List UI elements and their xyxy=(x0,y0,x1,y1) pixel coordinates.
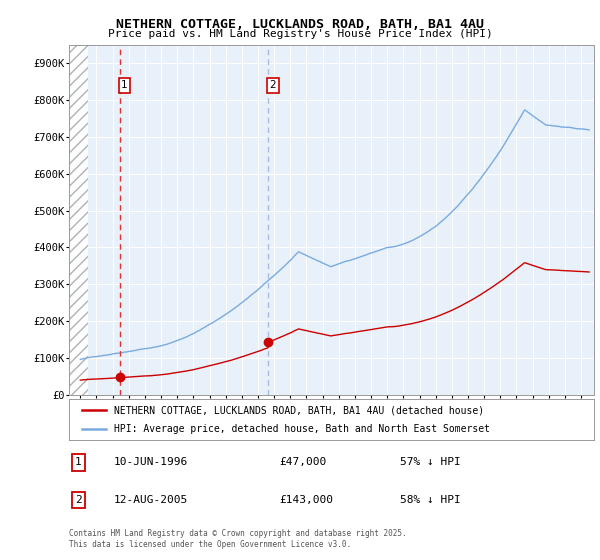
Text: 58% ↓ HPI: 58% ↓ HPI xyxy=(400,495,461,505)
Text: 10-JUN-1996: 10-JUN-1996 xyxy=(113,458,188,468)
Text: 57% ↓ HPI: 57% ↓ HPI xyxy=(400,458,461,468)
Text: 2: 2 xyxy=(269,80,276,90)
Text: Price paid vs. HM Land Registry's House Price Index (HPI): Price paid vs. HM Land Registry's House … xyxy=(107,29,493,39)
Bar xyxy=(69,45,88,395)
Text: 1: 1 xyxy=(75,458,82,468)
Text: 2: 2 xyxy=(75,495,82,505)
Text: 1: 1 xyxy=(121,80,128,90)
Text: Contains HM Land Registry data © Crown copyright and database right 2025.
This d: Contains HM Land Registry data © Crown c… xyxy=(69,529,407,549)
Text: £47,000: £47,000 xyxy=(279,458,326,468)
Text: £143,000: £143,000 xyxy=(279,495,333,505)
Text: NETHERN COTTAGE, LUCKLANDS ROAD, BATH, BA1 4AU: NETHERN COTTAGE, LUCKLANDS ROAD, BATH, B… xyxy=(116,18,484,31)
Text: NETHERN COTTAGE, LUCKLANDS ROAD, BATH, BA1 4AU (detached house): NETHERN COTTAGE, LUCKLANDS ROAD, BATH, B… xyxy=(113,405,484,415)
Text: HPI: Average price, detached house, Bath and North East Somerset: HPI: Average price, detached house, Bath… xyxy=(113,424,490,433)
Text: 12-AUG-2005: 12-AUG-2005 xyxy=(113,495,188,505)
